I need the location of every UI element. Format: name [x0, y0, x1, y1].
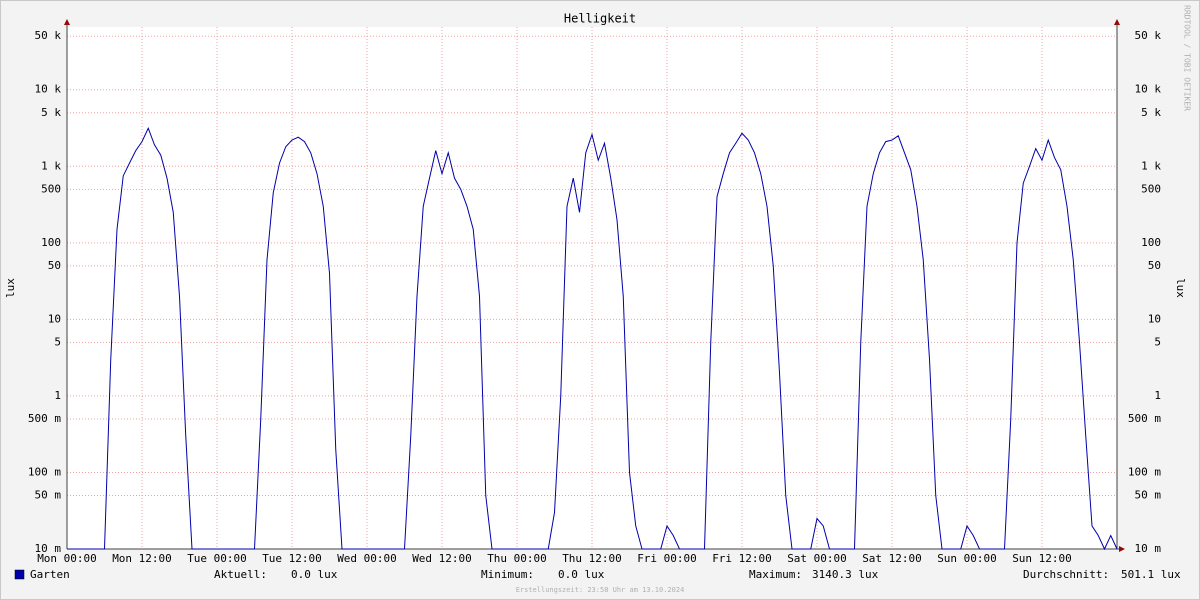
y-tick-label: 5	[54, 335, 61, 348]
stat-label: Minimum:	[481, 568, 534, 581]
x-tick-label: Sun 12:00	[1012, 552, 1072, 565]
y-tick-label: 50 m	[35, 488, 62, 501]
y-tick-label: 100	[41, 236, 61, 249]
stat-value: 501.1 lux	[1121, 568, 1181, 581]
y-tick-label: 500	[41, 182, 61, 195]
y-tick-label-right: 1	[1154, 389, 1161, 402]
y-tick-label: 10	[48, 312, 61, 325]
y-tick-label: 1	[54, 389, 61, 402]
axis-arrow	[1119, 546, 1125, 552]
stat-label: Durchschnitt:	[1023, 568, 1109, 581]
data-line	[67, 126, 1118, 551]
x-tick-label: Wed 00:00	[337, 552, 397, 565]
x-tick-label: Mon 12:00	[112, 552, 172, 565]
y-axis-label: lux	[4, 278, 17, 298]
x-tick-label: Thu 12:00	[562, 552, 622, 565]
x-tick-label: Thu 00:00	[487, 552, 547, 565]
axis-arrow	[1114, 19, 1120, 25]
y-tick-label: 500 m	[28, 412, 61, 425]
y-tick-label: 100 m	[28, 465, 61, 478]
stat-label: Maximum:	[749, 568, 802, 581]
legend-label: Garten	[30, 568, 70, 581]
x-tick-label: Sat 00:00	[787, 552, 847, 565]
y-tick-label: 5 k	[41, 106, 61, 119]
stat-value: 0.0 lux	[291, 568, 338, 581]
y-tick-label-right: 100 m	[1128, 465, 1161, 478]
y-tick-label-right: 10 m	[1135, 542, 1162, 555]
x-tick-label: Sat 12:00	[862, 552, 922, 565]
x-tick-label: Fri 00:00	[637, 552, 697, 565]
y-tick-label: 10 m	[35, 542, 62, 555]
y-tick-label-right: 1 k	[1141, 159, 1161, 172]
stat-label: Aktuell:	[214, 568, 267, 581]
watermark: RRDTOOL / TOBI OETIKER	[1183, 5, 1192, 111]
y-tick-label-right: 10 k	[1135, 83, 1162, 96]
y-tick-label-right: 500	[1141, 182, 1161, 195]
y-tick-label: 10 k	[35, 83, 62, 96]
y-tick-label-right: 10	[1148, 312, 1161, 325]
y-tick-label-right: 50 k	[1135, 29, 1162, 42]
y-tick-label-right: 5	[1154, 335, 1161, 348]
legend-swatch	[14, 569, 25, 580]
x-tick-label: Tue 12:00	[262, 552, 322, 565]
y-axis-label-right: lux	[1174, 278, 1187, 298]
footer: Erstellungszeit: 23:58 Uhr am 13.10.2024	[516, 586, 685, 594]
x-tick-label: Wed 12:00	[412, 552, 472, 565]
x-tick-label: Fri 12:00	[712, 552, 772, 565]
y-tick-label: 1 k	[41, 159, 61, 172]
x-tick-label: Tue 00:00	[187, 552, 247, 565]
y-tick-label-right: 50 m	[1135, 488, 1162, 501]
y-tick-label: 50	[48, 259, 61, 272]
y-tick-label-right: 5 k	[1141, 106, 1161, 119]
y-tick-label-right: 100	[1141, 236, 1161, 249]
stat-value: 0.0 lux	[558, 568, 605, 581]
y-tick-label-right: 50	[1148, 259, 1161, 272]
x-tick-label: Sun 00:00	[937, 552, 997, 565]
stat-value: 3140.3 lux	[812, 568, 879, 581]
y-tick-label-right: 500 m	[1128, 412, 1161, 425]
axis-arrow	[64, 19, 70, 25]
x-tick-label: Mon 00:00	[37, 552, 97, 565]
y-tick-label: 50 k	[35, 29, 62, 42]
chart-title: Helligkeit	[564, 12, 636, 26]
